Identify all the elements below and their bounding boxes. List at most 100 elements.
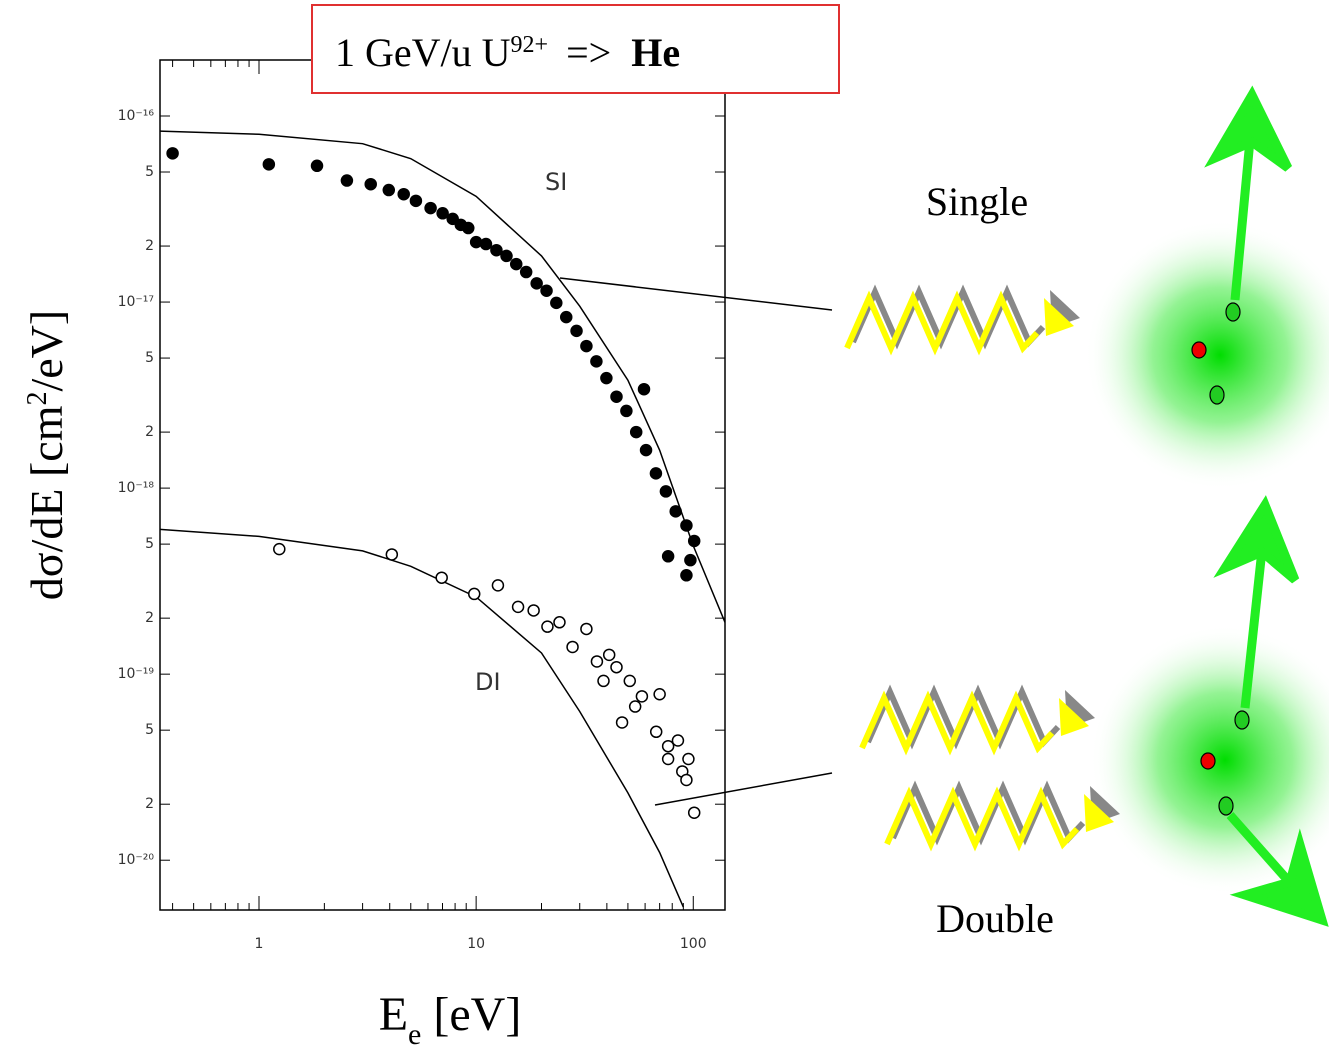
diagram-label: Single xyxy=(926,179,1028,224)
particles xyxy=(1191,302,1250,816)
data-point xyxy=(424,201,437,215)
data-point xyxy=(661,739,675,753)
y-tick-label: 5 xyxy=(145,164,154,180)
y-tick-label: 10⁻¹⁷ xyxy=(118,294,154,310)
data-point xyxy=(671,734,685,747)
data-point xyxy=(527,604,540,617)
y-label-text: dσ/dE [cm xyxy=(21,405,72,600)
electron-arrows xyxy=(1204,85,1329,927)
theory-curve xyxy=(160,528,685,908)
diagram-label: Double xyxy=(936,896,1054,941)
data-point xyxy=(684,553,697,567)
arrow-head xyxy=(1213,495,1300,584)
x-tick-label: 100 xyxy=(680,936,707,952)
data-point xyxy=(680,773,693,787)
plot-frame xyxy=(159,59,726,911)
data-point xyxy=(680,519,693,532)
y-tick-label: 2 xyxy=(145,610,154,626)
data-point xyxy=(397,187,410,201)
y-tick-label: 10⁻¹⁶ xyxy=(118,108,155,124)
data-point xyxy=(602,648,616,662)
data-point xyxy=(310,159,324,173)
data-point xyxy=(409,194,423,208)
arrow-shaft xyxy=(1230,139,1255,301)
y-tick-label: 10⁻¹⁸ xyxy=(118,480,155,496)
y-tick-label: 5 xyxy=(145,350,154,366)
data-point xyxy=(580,622,593,636)
data-point xyxy=(590,655,604,668)
data-point xyxy=(623,674,637,688)
data-point xyxy=(590,355,603,368)
data-point xyxy=(680,569,693,582)
data-point xyxy=(635,690,649,703)
connector xyxy=(559,277,833,311)
x-label-sub: e xyxy=(408,1018,421,1051)
data-point xyxy=(385,548,399,561)
data-point xyxy=(620,404,633,418)
title-sup: 92+ xyxy=(511,32,549,58)
data-point xyxy=(446,212,459,226)
x-label-rest: [eV] xyxy=(421,988,521,1041)
x-axis-label: Ee [eV] xyxy=(379,988,522,1051)
y-label-sup: 2 xyxy=(22,392,53,406)
data-point xyxy=(559,310,573,324)
data-point xyxy=(653,687,666,701)
photon-head xyxy=(1044,298,1074,336)
y-tick-label: 2 xyxy=(145,424,154,440)
data-point xyxy=(491,579,505,592)
data-point xyxy=(511,600,525,614)
data-point xyxy=(682,752,695,766)
data-point xyxy=(615,716,629,729)
y-axis-label: dσ/dE [cm2/eV] xyxy=(21,310,72,600)
arrow-shaft xyxy=(1240,549,1267,709)
data-point xyxy=(661,752,675,766)
data-point xyxy=(541,620,554,633)
data-point xyxy=(637,382,651,396)
data-point xyxy=(610,660,623,674)
x-tick-label: 10 xyxy=(467,936,485,952)
photon-single xyxy=(847,290,1080,348)
data-point xyxy=(435,571,448,584)
data-point xyxy=(530,277,543,290)
data-point xyxy=(364,177,377,191)
plot: 10⁻¹⁶ 5 2 10⁻¹⁷ 5 2 10⁻¹⁸ 5 2 10⁻¹⁹ 5 2 10⁻²⁰ 1 10 100 xyxy=(118,60,725,952)
data-point xyxy=(661,550,675,563)
arrow-head xyxy=(1204,85,1293,172)
nucleus xyxy=(1200,752,1216,770)
data-point xyxy=(479,237,493,251)
y-tick-label: 5 xyxy=(145,722,154,738)
data-point xyxy=(469,235,483,249)
data-point xyxy=(553,616,566,629)
data-point xyxy=(382,183,396,197)
data-point xyxy=(687,534,701,548)
connector xyxy=(654,772,833,806)
y-tick-label: 2 xyxy=(145,238,154,254)
data-point xyxy=(610,390,623,403)
data-point xyxy=(600,371,613,385)
data-point xyxy=(509,257,523,271)
data-point xyxy=(262,158,276,171)
nucleus xyxy=(1191,341,1207,359)
data-point xyxy=(550,296,563,310)
data-point xyxy=(436,207,449,220)
data-point xyxy=(597,674,610,688)
electron xyxy=(1218,796,1234,816)
data-point xyxy=(649,725,663,739)
x-label-text: E xyxy=(379,988,408,1041)
electron xyxy=(1234,710,1250,730)
data-point xyxy=(490,243,503,257)
photon-head xyxy=(1084,794,1114,832)
title-box xyxy=(311,4,840,94)
y-tick-label: 10⁻¹⁹ xyxy=(118,666,155,682)
data-point xyxy=(649,467,663,480)
data-point xyxy=(540,284,553,298)
data-point xyxy=(669,505,682,518)
annotation: DI xyxy=(475,668,501,696)
arrow-head xyxy=(1229,828,1329,927)
data-point xyxy=(519,265,533,279)
data-point xyxy=(273,542,286,556)
electron xyxy=(1225,302,1241,322)
data-point xyxy=(467,587,481,601)
